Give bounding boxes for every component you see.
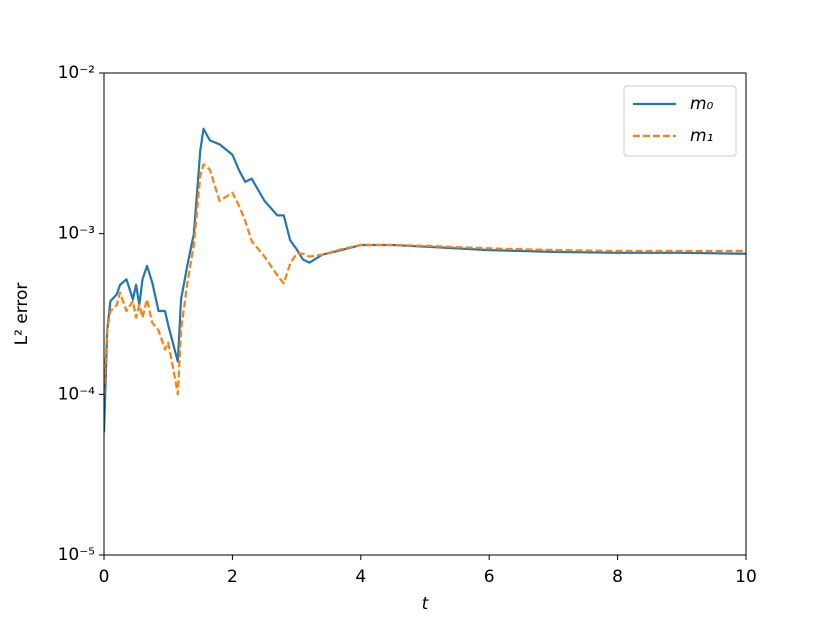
x-tick-label: 0 [99, 567, 110, 587]
y-tick-label: 10⁻⁴ [58, 384, 96, 404]
series-line [104, 163, 746, 396]
x-tick-label: 8 [612, 567, 623, 587]
x-tick-label: 4 [355, 567, 366, 587]
legend-label: m₀ [690, 94, 714, 114]
y-tick-label: 10⁻² [58, 63, 95, 83]
x-axis-label: t [422, 594, 430, 614]
x-tick-label: 6 [484, 567, 495, 587]
y-axis-label: L² error [12, 283, 32, 346]
y-tick-label: 10⁻³ [58, 224, 95, 244]
x-tick-label: 2 [227, 567, 238, 587]
series-line [104, 127, 746, 433]
legend-label: m₁ [690, 126, 713, 146]
legend-box [623, 85, 737, 157]
x-tick-label: 10 [735, 567, 757, 587]
plot-frame [103, 72, 747, 556]
y-tick-label: 10⁻⁵ [58, 545, 95, 565]
